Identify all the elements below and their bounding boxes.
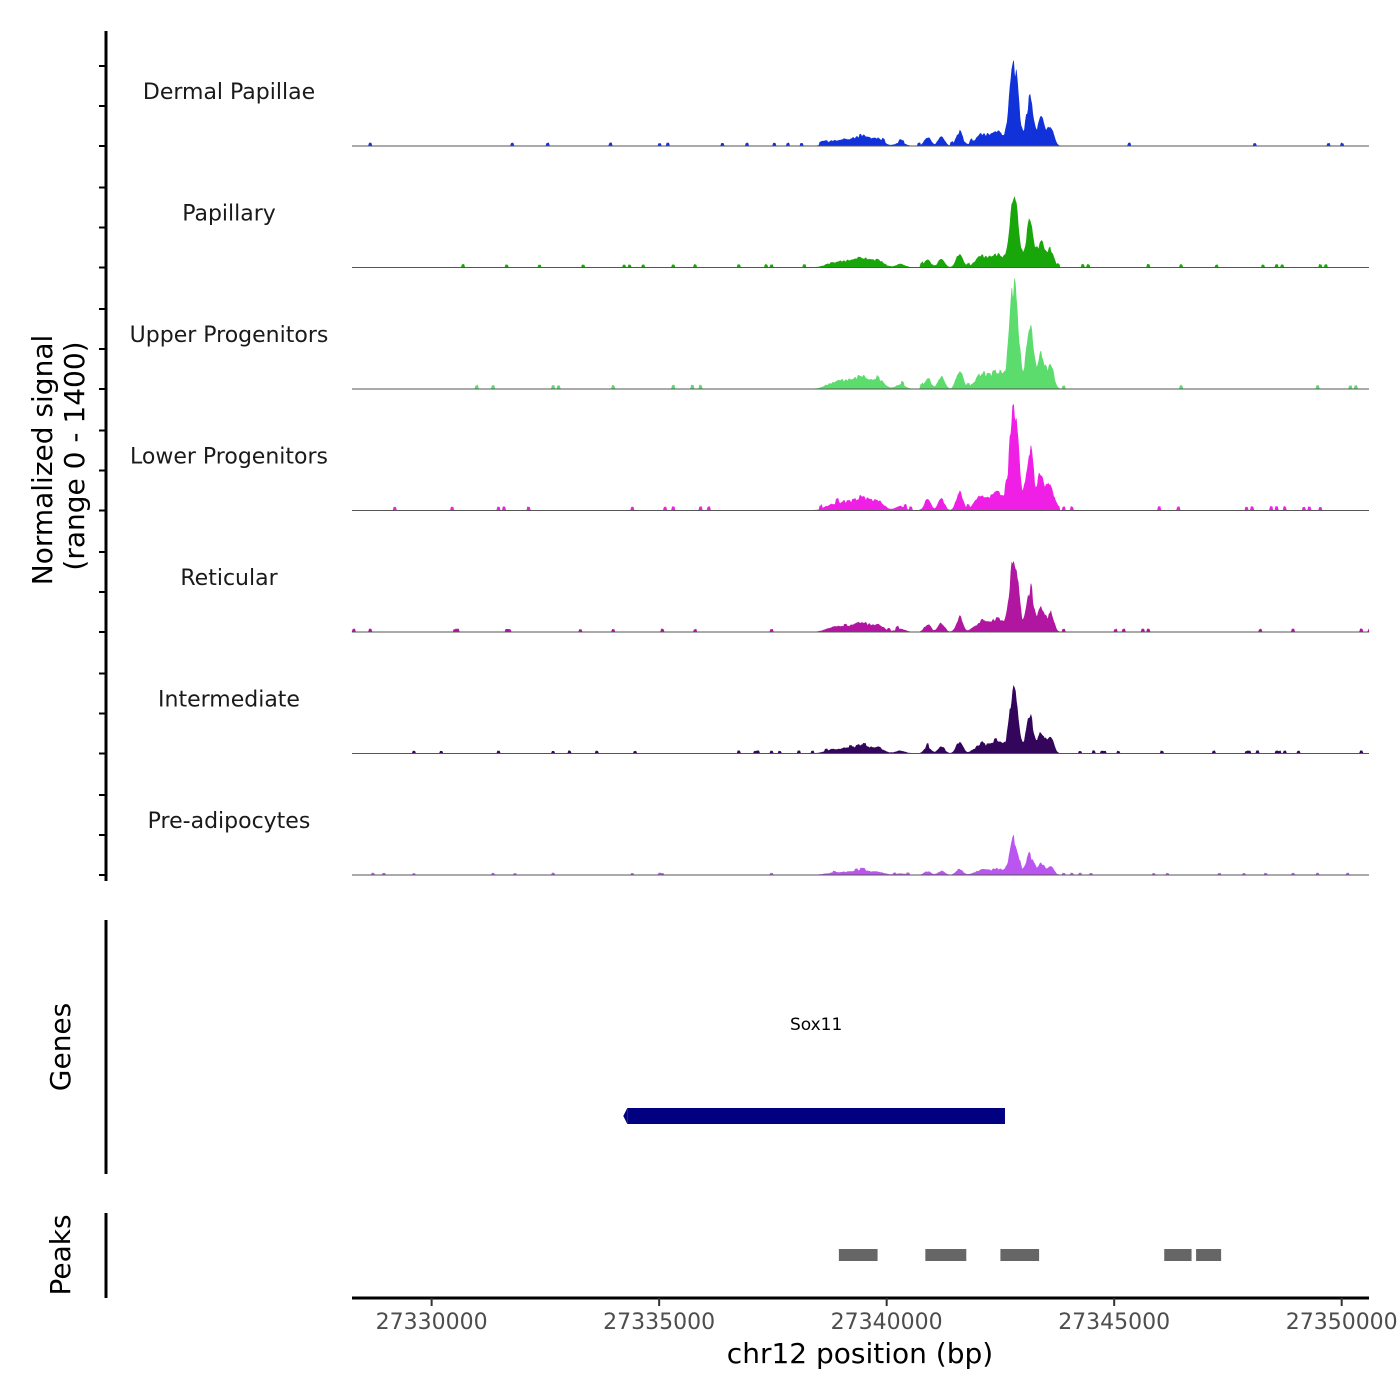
signal-track: Intermediate xyxy=(158,685,1369,754)
track-label: Reticular xyxy=(180,566,278,591)
x-tick-label: 27330000 xyxy=(376,1310,488,1335)
peak-regions xyxy=(838,1249,1222,1261)
genes-track-label: Genes xyxy=(44,1003,77,1091)
signal-area xyxy=(352,685,1369,754)
signal-track: Pre-adipocytes xyxy=(148,809,1369,876)
signal-area xyxy=(352,403,1369,511)
track-label: Dermal Papillae xyxy=(143,80,315,105)
signal-track: Lower Progenitors xyxy=(130,403,1369,511)
track-label: Papillary xyxy=(182,202,276,227)
peak-region xyxy=(1000,1249,1040,1261)
x-ticks: 27330000 27335000 27340000 27345000 27350000 xyxy=(376,1298,1398,1335)
y-axis-title-line2: (range 0 - 1400) xyxy=(58,341,91,570)
signal-track: Papillary xyxy=(182,196,1369,268)
signal-panel: Dermal Papillae Papillary Upper Progenitor… xyxy=(26,31,1370,881)
signal-area xyxy=(352,278,1369,390)
signal-tracks: Dermal Papillae Papillary Upper Progenitor… xyxy=(130,60,1370,876)
genes-panel: Genes Sox11 xyxy=(44,920,1005,1174)
y-axis-title-line1: Normalized signal xyxy=(26,335,59,586)
x-tick-label: 27345000 xyxy=(1058,1310,1170,1335)
x-axis-title: chr12 position (bp) xyxy=(727,1337,993,1370)
signal-area xyxy=(351,561,1370,633)
x-tick-label: 27335000 xyxy=(603,1310,715,1335)
peak-region xyxy=(1196,1249,1222,1261)
x-tick-label: 27350000 xyxy=(1286,1310,1398,1335)
signal-track: Dermal Papillae xyxy=(143,60,1369,147)
track-label: Lower Progenitors xyxy=(130,445,328,470)
signal-track: Upper Progenitors xyxy=(130,278,1369,390)
gene-label: Sox11 xyxy=(790,1015,842,1035)
gene-annotations: Sox11 xyxy=(623,1015,1005,1124)
signal-track: Reticular xyxy=(180,561,1370,633)
peak-region xyxy=(838,1249,878,1261)
track-label: Upper Progenitors xyxy=(130,323,329,348)
track-label: Pre-adipocytes xyxy=(148,809,311,834)
signal-y-ticks xyxy=(99,65,106,876)
peaks-track-label: Peaks xyxy=(44,1214,77,1295)
signal-area xyxy=(352,196,1369,268)
x-tick-label: 27340000 xyxy=(831,1310,943,1335)
peak-region xyxy=(925,1249,967,1261)
signal-area xyxy=(352,834,1369,876)
peak-region xyxy=(1164,1249,1192,1261)
x-axis: 27330000 27335000 27340000 27345000 27350000… xyxy=(352,1296,1398,1370)
gene-strand-arrow xyxy=(623,1108,628,1124)
gene-body xyxy=(627,1108,1005,1124)
track-label: Intermediate xyxy=(158,688,300,713)
peaks-panel: Peaks xyxy=(44,1213,1222,1298)
signal-area xyxy=(352,60,1369,147)
